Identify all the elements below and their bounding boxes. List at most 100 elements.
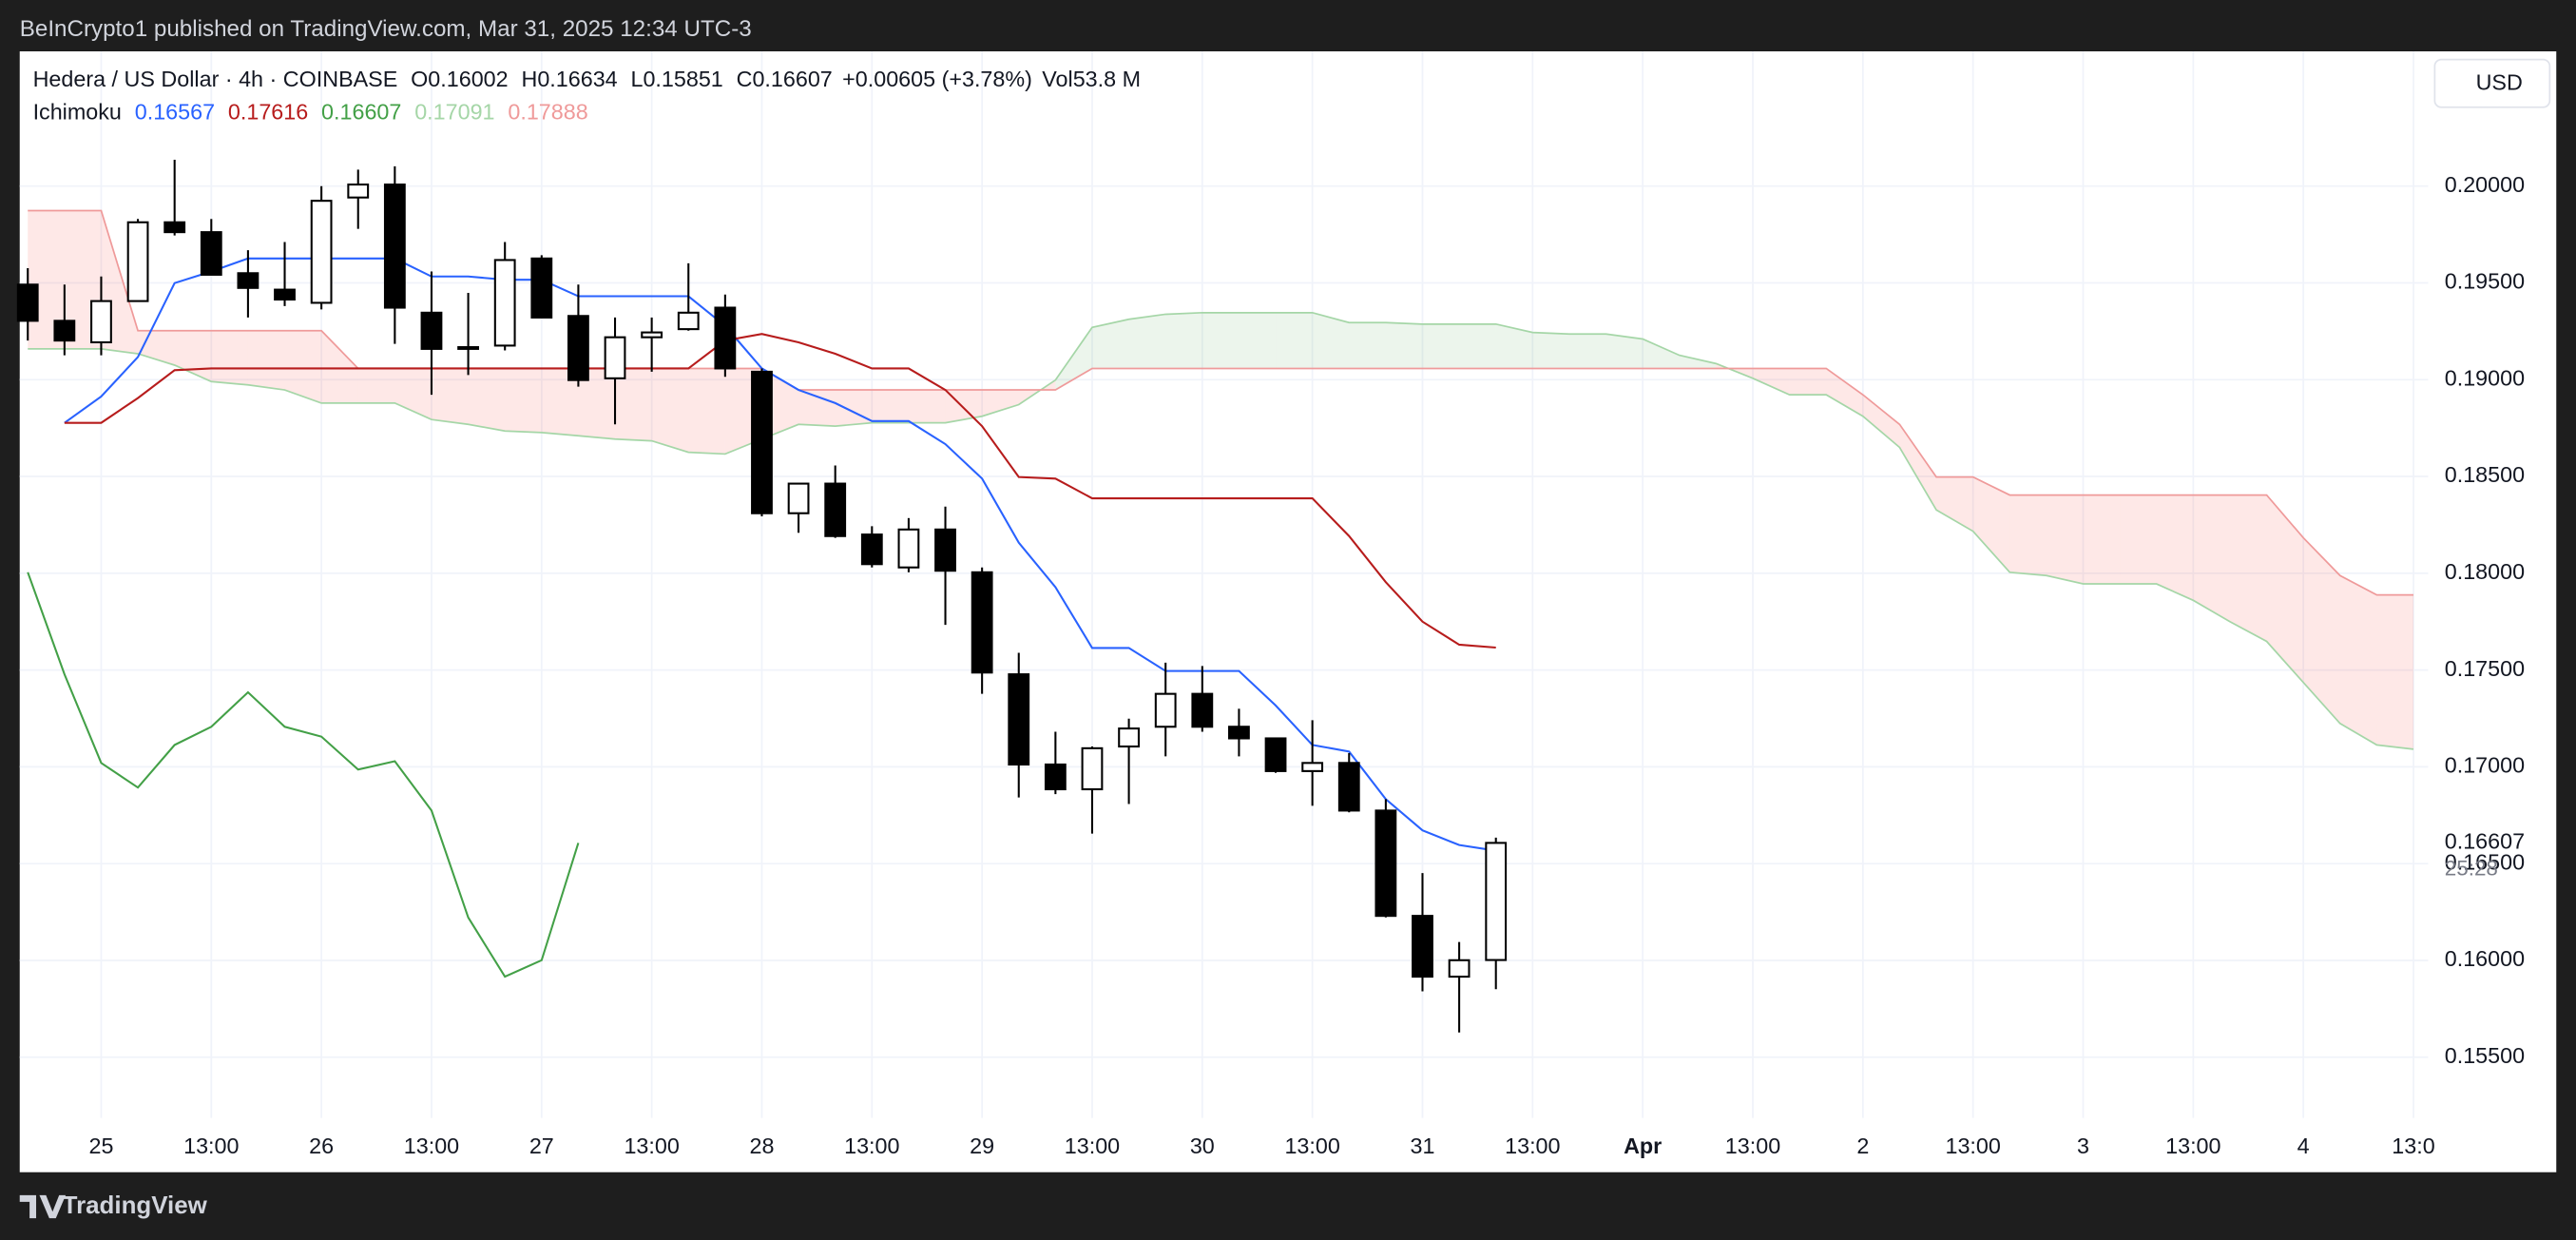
currency-button[interactable]: [2433, 58, 2551, 108]
candles: [16, 160, 1508, 1033]
cloud-fill: [615, 368, 652, 441]
x-tick-label: 28: [749, 1133, 774, 1158]
cloud-fill: [982, 390, 1019, 417]
x-tick-label: 26: [309, 1133, 334, 1158]
chart-panel: [19, 51, 2557, 1172]
ohlc-value: 0.16607: [752, 67, 832, 91]
cloud-fill: [1422, 323, 1460, 369]
cloud-fill: [1349, 322, 1386, 369]
cloud-line: [28, 311, 2414, 750]
y-tick-label: 0.17000: [2445, 753, 2525, 778]
candle-body: [1191, 692, 1214, 728]
candle-body: [860, 533, 883, 566]
candle-body: [897, 528, 920, 569]
y-tick-label: 0.18000: [2445, 559, 2525, 584]
y-tick-label: 0.18500: [2445, 462, 2525, 487]
candle-body: [53, 320, 76, 342]
indicator-value: 0.16607: [321, 100, 401, 125]
candle-body: [163, 221, 186, 234]
candle-body: [420, 311, 443, 350]
indicator-lines: [27, 257, 1496, 978]
published-note: BeInCrypto1 published on TradingView.com…: [20, 16, 752, 42]
y-tick-label: 0.19000: [2445, 365, 2525, 390]
cloud: [28, 209, 2414, 750]
x-tick-label: 2: [1856, 1133, 1869, 1158]
candle-body: [457, 346, 479, 350]
cloud-fill: [1055, 327, 1092, 391]
currency-label[interactable]: USD: [2476, 70, 2523, 95]
cloud-fill: [688, 368, 725, 455]
candle-body: [383, 184, 406, 309]
x-tick-label: Apr: [1624, 1133, 1662, 1158]
y-tick-label: 0.19500: [2445, 269, 2525, 294]
brand-logo: [19, 1194, 67, 1219]
candle-body: [1044, 763, 1067, 791]
cloud-fill: [1165, 312, 1202, 369]
cloud-fill: [1899, 424, 1937, 511]
cloud-fill: [651, 368, 689, 453]
cloud-fill: [578, 368, 616, 439]
x-tick-label: 3: [2077, 1133, 2089, 1158]
brand-name: TradingView: [63, 1192, 208, 1219]
candle-body: [641, 331, 663, 339]
cloud-fill: [1752, 368, 1790, 396]
cloud-fill: [321, 330, 358, 403]
cloud-fill: [1128, 314, 1166, 369]
cloud-fill: [247, 330, 285, 391]
x-tick-label: 13:00: [1505, 1133, 1560, 1158]
volume: Vol53.8 M: [1042, 67, 1141, 91]
indicator-value: 0.17091: [414, 100, 494, 125]
ohlc-value: 0.16002: [428, 67, 508, 91]
x-tick-label: 13:00: [1725, 1133, 1780, 1158]
x-tick-label: 13:00: [1945, 1133, 2000, 1158]
candle-body: [714, 306, 737, 370]
cloud-fill: [1679, 355, 1717, 369]
candle-body: [1008, 673, 1030, 765]
ohlc-prefix: C: [737, 67, 753, 91]
indicator-value: 0.17888: [508, 100, 587, 125]
cloud-fill: [357, 368, 395, 403]
cloud-fill: [1826, 368, 1863, 417]
cloud-fill: [872, 390, 909, 423]
candle-body: [1264, 737, 1287, 772]
cloud-fill: [1276, 312, 1313, 369]
cloud-fill: [1789, 368, 1827, 396]
indicator-legend: Ichimoku 0.16567 0.17616 0.16607 0.17091 0.17…: [33, 100, 588, 125]
cloud-fill: [541, 368, 579, 436]
candle-body: [200, 231, 222, 276]
x-tick-label: 4: [2297, 1133, 2310, 1158]
y-tick-label: 0.15500: [2445, 1043, 2525, 1068]
candle-body: [604, 336, 626, 379]
candle-body: [934, 528, 956, 572]
x-tick-label: 13:00: [183, 1133, 239, 1158]
cloud-fill: [2046, 494, 2084, 585]
x-tick-label: 13:00: [404, 1133, 459, 1158]
cloud-fill: [2009, 494, 2047, 576]
indicator-name: Ichimoku: [33, 100, 122, 125]
candle-body: [677, 311, 700, 331]
cloud-fill: [1605, 334, 1644, 369]
cloud-fill: [505, 368, 542, 433]
cloud-fill: [1972, 476, 2010, 572]
x-tick-label: 27: [529, 1133, 554, 1158]
candle-body: [90, 300, 112, 344]
cloud-fill: [284, 330, 322, 403]
candle-body: [493, 259, 516, 347]
candle-body: [310, 200, 333, 304]
cloud-fill: [2156, 494, 2194, 601]
ohlc-value: 0.16634: [537, 67, 617, 91]
candle-body: [1448, 959, 1471, 978]
candle-body: [1412, 915, 1433, 978]
cloud-fill: [2120, 494, 2157, 585]
cloud-fill: [2193, 494, 2230, 622]
candle-body: [1301, 762, 1324, 772]
candle-body: [787, 482, 810, 514]
candle-body: [1081, 746, 1104, 791]
candle-body: [1154, 692, 1177, 728]
cloud-fill: [1385, 322, 1423, 369]
candle-body: [274, 288, 296, 301]
cloud-fill: [1239, 312, 1277, 369]
candle-body: [824, 482, 847, 537]
ohlc-prefix: L: [630, 67, 643, 91]
